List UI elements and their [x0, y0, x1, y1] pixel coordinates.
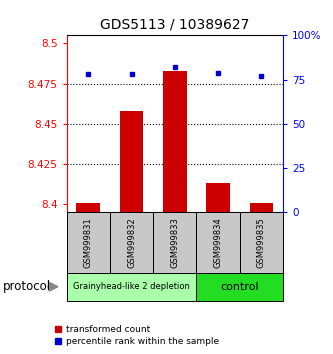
Text: control: control — [220, 282, 259, 292]
Bar — [110, 212, 153, 273]
Text: GSM999834: GSM999834 — [213, 217, 223, 268]
Bar — [163, 71, 187, 212]
Bar — [67, 273, 196, 301]
Text: protocol: protocol — [3, 280, 52, 293]
Legend: transformed count, percentile rank within the sample: transformed count, percentile rank withi… — [51, 321, 222, 349]
Text: GSM999835: GSM999835 — [257, 217, 266, 268]
Bar — [153, 212, 196, 273]
Text: GSM999831: GSM999831 — [84, 217, 93, 268]
Text: GSM999832: GSM999832 — [127, 217, 136, 268]
Bar — [249, 203, 273, 212]
Title: GDS5113 / 10389627: GDS5113 / 10389627 — [100, 17, 249, 32]
Text: GSM999833: GSM999833 — [170, 217, 179, 268]
Text: Grainyhead-like 2 depletion: Grainyhead-like 2 depletion — [73, 282, 190, 291]
Bar — [196, 273, 283, 301]
Bar — [120, 111, 144, 212]
Bar — [240, 212, 283, 273]
Bar — [67, 212, 110, 273]
Bar — [76, 203, 100, 212]
Bar — [196, 212, 240, 273]
Bar — [206, 183, 230, 212]
